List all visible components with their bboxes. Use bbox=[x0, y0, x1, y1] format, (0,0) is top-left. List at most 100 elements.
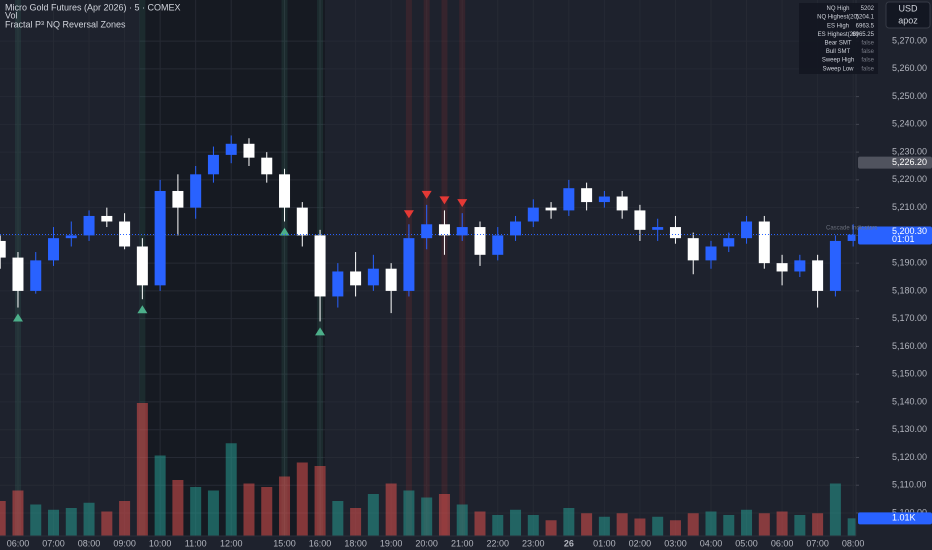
candle-body bbox=[456, 227, 468, 236]
volume-bar bbox=[30, 504, 42, 536]
volume-bar bbox=[847, 518, 856, 536]
x-tick-label: 16:00 bbox=[309, 538, 332, 548]
candle-body bbox=[154, 190, 166, 286]
table-key: Sweep High bbox=[822, 58, 854, 64]
volume-bar bbox=[812, 513, 824, 536]
candle-body bbox=[332, 271, 344, 297]
candle-body bbox=[847, 234, 856, 241]
currency-box[interactable] bbox=[885, 1, 931, 29]
x-tick-label: 09:00 bbox=[113, 538, 136, 548]
x-tick-label: 20:00 bbox=[415, 538, 438, 548]
candle-body bbox=[776, 263, 788, 272]
grid-layer bbox=[159, 0, 321, 536]
volume-bar bbox=[279, 476, 291, 536]
x-tick-label: 15:00 bbox=[273, 538, 296, 548]
x-tick-label: 12:00 bbox=[220, 538, 243, 548]
table-key: Sweep Low bbox=[822, 66, 854, 72]
x-tick-label: 07:00 bbox=[806, 538, 829, 548]
volume-bar bbox=[794, 515, 806, 536]
volume-bar bbox=[190, 487, 202, 536]
candle-body bbox=[65, 235, 77, 239]
table-key: Bear SMT bbox=[824, 40, 851, 46]
candle-body bbox=[136, 246, 148, 286]
volume-bar bbox=[545, 520, 557, 536]
volume-bar bbox=[705, 511, 717, 536]
candle-body bbox=[12, 257, 24, 291]
x-tick-label: 07:00 bbox=[42, 538, 65, 548]
x-tick-label: 08:00 bbox=[842, 538, 865, 548]
info-table-bg bbox=[799, 3, 878, 74]
candle-body bbox=[545, 207, 557, 211]
volume-bar bbox=[741, 509, 753, 536]
volume-bar bbox=[563, 508, 575, 536]
candle-body bbox=[296, 207, 308, 236]
price-axis-bg bbox=[856, 0, 932, 550]
volume-bar bbox=[687, 513, 699, 536]
y-tick-label: 5,240.00 bbox=[892, 119, 927, 129]
y-tick-label: 5,260.00 bbox=[892, 63, 927, 73]
x-tick-label: 22:00 bbox=[486, 538, 509, 548]
volume-bar bbox=[367, 494, 379, 536]
volume-bar bbox=[510, 509, 522, 536]
table-value: 6965.25 bbox=[852, 32, 874, 38]
volume-bar bbox=[723, 515, 735, 536]
volume-bar bbox=[119, 501, 131, 536]
indicator-title: Fractal P³ NQ Reversal Zones bbox=[5, 19, 126, 29]
candle-layer bbox=[0, 135, 856, 336]
volume-bar bbox=[261, 487, 273, 536]
candle-body bbox=[243, 143, 255, 158]
volume-bar bbox=[652, 516, 664, 536]
candle-body bbox=[598, 196, 610, 203]
candle-body bbox=[581, 188, 593, 203]
table-key: ES Highest(20) bbox=[818, 32, 859, 38]
candle-body bbox=[634, 210, 646, 230]
bear-zone bbox=[423, 0, 430, 536]
table-key: NQ Highest(20) bbox=[817, 15, 859, 21]
indicator-tag: Cascade Indicators bbox=[826, 226, 877, 232]
y-tick-label: 5,110.00 bbox=[892, 480, 926, 490]
volume-bar bbox=[296, 462, 308, 536]
candle-body bbox=[314, 235, 326, 297]
countdown: 01:01 bbox=[892, 234, 915, 244]
volume-bar bbox=[65, 508, 77, 536]
volume-layer bbox=[0, 403, 856, 536]
y-tick-label: 5,190.00 bbox=[892, 258, 927, 268]
volume-bar bbox=[456, 504, 468, 536]
y-tick-label: 5,170.00 bbox=[892, 313, 927, 323]
bear-signal bbox=[421, 190, 432, 199]
candle-body bbox=[527, 207, 539, 222]
candle-body bbox=[101, 215, 113, 222]
table-value: false bbox=[861, 40, 874, 46]
x-tick-label: 01:00 bbox=[593, 538, 616, 548]
table-value: 6963.5 bbox=[856, 23, 875, 29]
volume-bar bbox=[0, 501, 6, 536]
volume-bar bbox=[421, 497, 433, 536]
volume-bar bbox=[634, 518, 646, 536]
volume-bar bbox=[438, 494, 450, 536]
candle-body bbox=[492, 235, 504, 255]
volume-bar bbox=[669, 520, 681, 536]
volume-bar bbox=[332, 501, 344, 536]
last-price-box bbox=[858, 226, 932, 245]
bull-signal bbox=[315, 327, 326, 336]
volume-bar bbox=[225, 443, 237, 536]
volume-bar bbox=[776, 511, 788, 536]
x-tick-label: 18:00 bbox=[344, 538, 367, 548]
bear-signal bbox=[403, 210, 414, 219]
bear-zone bbox=[441, 0, 448, 536]
candle-body bbox=[563, 188, 575, 211]
table-value: 5204.1 bbox=[856, 15, 875, 21]
table-value: false bbox=[861, 49, 874, 55]
bull-signal bbox=[137, 305, 148, 314]
bull-signal bbox=[279, 227, 290, 236]
candle-body bbox=[385, 268, 397, 291]
price-marker-box bbox=[858, 156, 932, 169]
x-tick-label: 10:00 bbox=[149, 538, 172, 548]
last-price-label: 5,200.30 bbox=[892, 226, 927, 236]
candle-body bbox=[190, 174, 202, 208]
x-tick-label: 06:00 bbox=[7, 538, 30, 548]
x-tick-label: 02:00 bbox=[629, 538, 652, 548]
volume-bar bbox=[758, 513, 770, 536]
candle-body bbox=[403, 238, 415, 291]
